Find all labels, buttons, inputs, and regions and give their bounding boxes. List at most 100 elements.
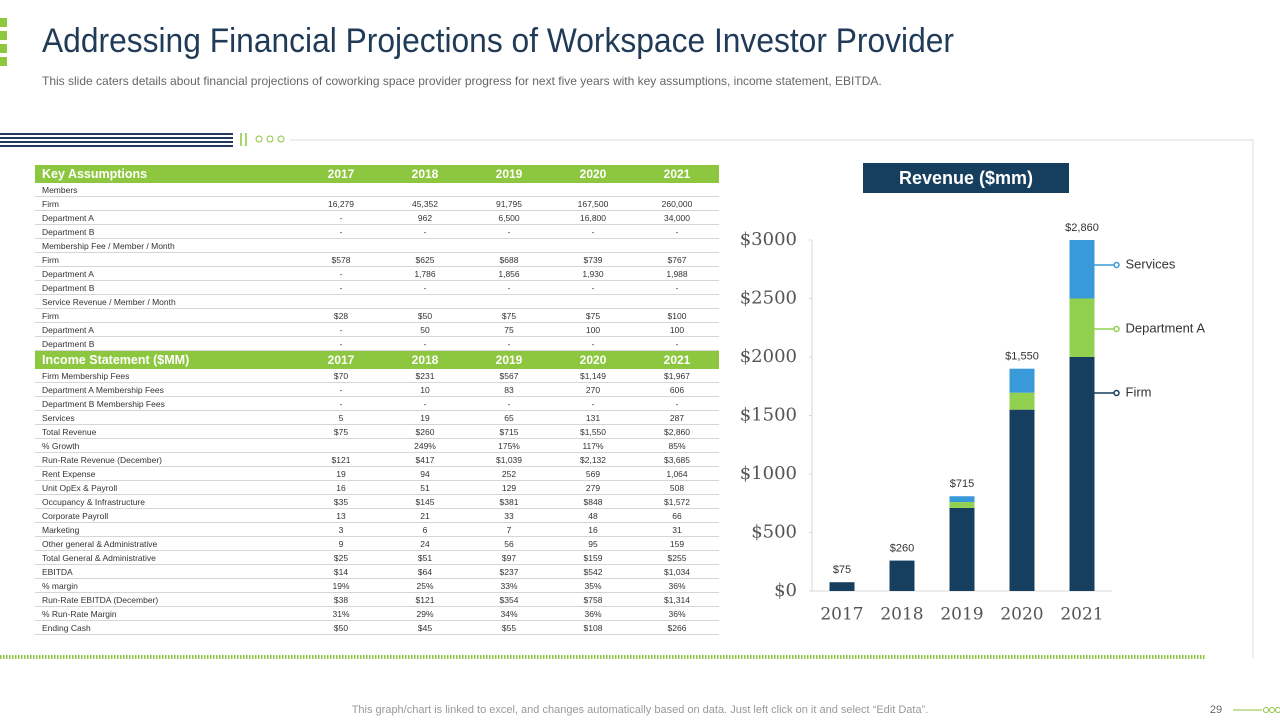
- table-cell: $767: [635, 252, 719, 267]
- table-row: Other general & Administrative 9 24 56 95 159: [35, 536, 719, 551]
- table-cell: $578: [299, 252, 383, 267]
- decor: [1263, 707, 1269, 713]
- table-cell: 13: [299, 508, 383, 523]
- table-cell: 56: [467, 536, 551, 551]
- table-cell: 36%: [551, 606, 635, 621]
- table-cell: $1,039: [467, 452, 551, 467]
- table-cell: 34%: [467, 606, 551, 621]
- table-cell: -: [467, 224, 551, 239]
- table-cell: Department B: [35, 224, 299, 239]
- y-tick-label: $3000: [740, 229, 797, 250]
- table-cell: Department A: [35, 322, 299, 337]
- table-cell: 2017: [299, 350, 383, 369]
- table-cell: 167,500: [551, 196, 635, 211]
- table-cell: $1,967: [635, 369, 719, 383]
- table-cell: 6: [383, 522, 467, 537]
- table-cell: $354: [467, 592, 551, 607]
- table-cell: -: [299, 336, 383, 351]
- table-cell: 1,856: [467, 266, 551, 281]
- table-cell: -: [635, 336, 719, 351]
- total-label: $2,860: [1065, 222, 1099, 234]
- table-cell: Service Revenue / Member / Month: [35, 294, 719, 309]
- table-cell: 2019: [467, 350, 551, 369]
- x-tick-label: 2019: [940, 605, 983, 625]
- table-cell: Key Assumptions: [35, 165, 299, 183]
- legend-label: Department A: [1126, 320, 1206, 335]
- table-cell: Membership Fee / Member / Month: [35, 238, 719, 253]
- table-cell: 16: [299, 480, 383, 495]
- table-cell: -: [551, 224, 635, 239]
- y-tick-label: $2500: [740, 288, 797, 309]
- table-cell: Department A Membership Fees: [35, 382, 299, 397]
- total-label: $75: [833, 564, 851, 576]
- table-cell: $97: [467, 550, 551, 565]
- table-cell: -: [635, 224, 719, 239]
- table-cell: Rent Expense: [35, 466, 299, 481]
- table-cell: $715: [467, 424, 551, 439]
- table-cell: Run-Rate EBITDA (December): [35, 592, 299, 607]
- legend-marker: [1113, 389, 1120, 397]
- bar-segment: [949, 496, 975, 503]
- table-cell: 51: [383, 480, 467, 495]
- table-row: Department B Membership Fees - - - - -: [35, 396, 719, 411]
- table-cell: Unit OpEx & Payroll: [35, 480, 299, 495]
- table-cell: $100: [635, 308, 719, 323]
- y-tick-label: $0: [774, 580, 797, 601]
- table-cell: $2,132: [551, 452, 635, 467]
- decor: [0, 18, 7, 27]
- table-row: Department A -50 75 100 100: [35, 322, 719, 337]
- table-cell: 95: [551, 536, 635, 551]
- table-cell: 65: [467, 410, 551, 425]
- table-cell: $75: [551, 308, 635, 323]
- table-cell: -: [299, 224, 383, 239]
- table-cell: $50: [383, 308, 467, 323]
- table-row: Ending Cash $50 $45 $55 $108 $266: [35, 620, 719, 635]
- table-cell: $28: [299, 308, 383, 323]
- table-cell: $50: [299, 620, 383, 635]
- table-cell: 249%: [383, 438, 467, 453]
- table-cell: $64: [383, 564, 467, 579]
- x-tick-label: 2017: [820, 605, 863, 625]
- decor: [0, 145, 233, 147]
- table-cell: % margin: [35, 578, 299, 593]
- table-row: Total Revenue $75 $260 $715 $1,550 $2,860: [35, 424, 719, 439]
- table-cell: -: [467, 396, 551, 411]
- table-row: Membership Fee / Member / Month: [35, 238, 719, 253]
- table-cell: $266: [635, 620, 719, 635]
- table-row: Firm $578 $625 $688 $739 $767: [35, 252, 719, 267]
- decor: [0, 137, 233, 139]
- table-cell: 159: [635, 536, 719, 551]
- table-cell: 29%: [383, 606, 467, 621]
- bar-segment: [1069, 240, 1095, 299]
- table-cell: 36%: [635, 578, 719, 593]
- bar-segment: [829, 582, 855, 591]
- table-cell: 7: [467, 522, 551, 537]
- bar-segment: [889, 560, 915, 591]
- legend-label: Firm: [1126, 384, 1152, 399]
- table-row: Department B-----: [35, 224, 719, 239]
- bar-segment: [949, 507, 975, 591]
- table-cell: 2018: [383, 165, 467, 183]
- table-cell: $542: [551, 564, 635, 579]
- table-row: Department A Membership Fees -10 83 270 606: [35, 382, 719, 397]
- table-cell: $255: [635, 550, 719, 565]
- table-cell: $848: [551, 494, 635, 509]
- table-cell: $739: [551, 252, 635, 267]
- bar-segment: [1009, 368, 1035, 393]
- decor: [1275, 707, 1280, 713]
- table-row: Service Revenue / Member / Month: [35, 294, 719, 309]
- footer-note: This graph/chart is linked to excel, and…: [352, 704, 929, 716]
- table-row: Department A -962 6,500 16,800 34,000: [35, 210, 719, 225]
- page-number: 29: [1210, 704, 1222, 716]
- table-cell: 19%: [299, 578, 383, 593]
- table-cell: 50: [383, 322, 467, 337]
- table-cell: 34,000: [635, 210, 719, 225]
- table-cell: 16,800: [551, 210, 635, 225]
- table-cell: Corporate Payroll: [35, 508, 299, 523]
- total-label: $1,550: [1005, 351, 1039, 363]
- table-cell: 10: [383, 382, 467, 397]
- table-cell: 2021: [635, 165, 719, 183]
- table-cell: -: [635, 280, 719, 295]
